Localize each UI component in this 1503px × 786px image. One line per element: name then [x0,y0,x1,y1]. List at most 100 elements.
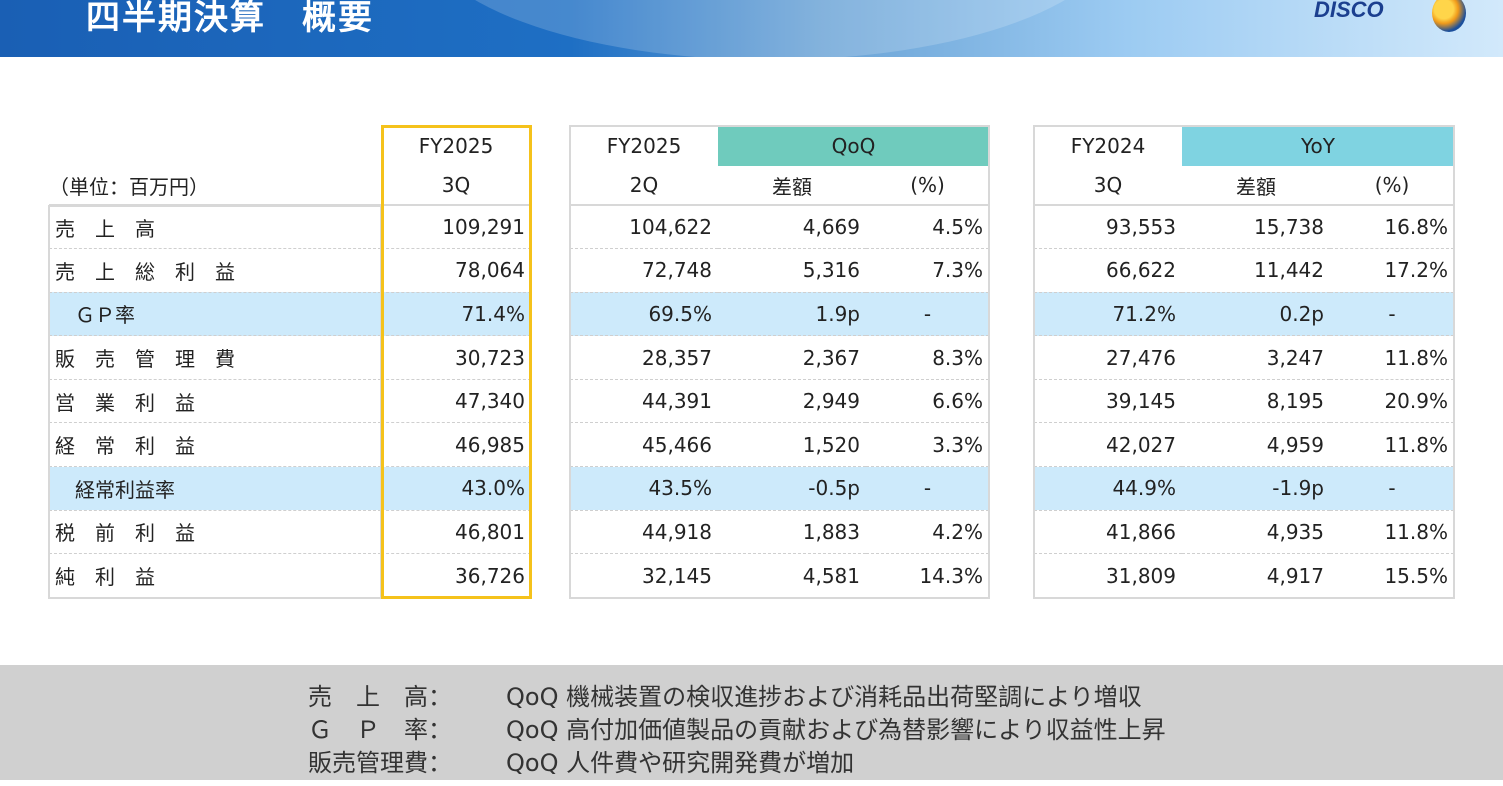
cell-yd: 4,917 [1182,553,1330,598]
cell-qd: 1.9p [718,292,866,337]
cell-py: 39,145 [1034,379,1182,424]
cell-py: 31,809 [1034,553,1182,598]
table-row: 41,866 4,935 11.8% [1034,510,1454,555]
t2-border [569,125,990,599]
note-line: 売 上 高： QoQ 機械装置の検収進捗および消耗品出荷堅調により増収 [308,677,1142,712]
table-row: 32,145 4,581 14.3% [570,553,989,598]
t1-border [48,205,382,599]
t3-head-year: FY2024 [1070,134,1146,158]
cell-yd: 8,195 [1182,379,1330,424]
cell-qd: 2,949 [718,379,866,424]
cell-q2: 44,391 [570,379,718,424]
page-title: 四半期決算 概要 [86,0,374,38]
qoq-table: FY2025 QoQ 2Q 差額 (%) 104,622 4,669 4.5% 72,748… [570,126,989,598]
cell-qp: 4.2% [866,510,989,555]
table-row: 44,391 2,949 6.6% [570,379,989,424]
cell-yp: 11.8% [1330,510,1454,555]
cell-q2: 104,622 [570,205,718,250]
cell-yd: 4,959 [1182,422,1330,468]
cell-py: 41,866 [1034,510,1182,555]
cell-qd: 4,581 [718,553,866,598]
table-row: 72,748 5,316 7.3% [570,248,989,293]
cell-qp: - [866,466,989,511]
cell-yp: 17.2% [1330,248,1454,293]
cell-yp: - [1330,466,1454,511]
cell-yp: - [1330,292,1454,337]
cell-label: 純 利 益 [49,553,381,598]
t2-head-year: FY2025 [606,134,682,158]
yoy-diff-header: 差額 [1182,166,1330,206]
cell-qd: 2,367 [718,335,866,380]
qoq-pct-header: (%) [866,166,989,206]
table-row: ＧＰ率 71.4% [49,292,531,337]
cell-cur: 30,723 [381,335,531,380]
cell-label: 経常利益率 [49,466,381,511]
cell-py: 42,027 [1034,422,1182,468]
table-row: 44.9% -1.9p - [1034,466,1454,511]
cell-q2: 43.5% [570,466,718,511]
note-text: QoQ 機械装置の検収進捗および消耗品出荷堅調により増収 [506,683,1142,711]
cell-qd: -0.5p [718,466,866,511]
cell-qp: 7.3% [866,248,989,293]
cell-qp: 4.5% [866,205,989,250]
cell-qp: 3.3% [866,422,989,468]
unit-label: （単位：百万円） [49,166,381,206]
cell-cur: 47,340 [381,379,531,424]
cell-q2: 72,748 [570,248,718,293]
cell-q2: 69.5% [570,292,718,337]
cell-yd: 3,247 [1182,335,1330,380]
banner-wave [420,0,1120,57]
cell-qd: 4,669 [718,205,866,250]
table-row: 45,466 1,520 3.3% [570,422,989,468]
cell-q2: 32,145 [570,553,718,598]
cell-yp: 11.8% [1330,422,1454,468]
cell-py: 44.9% [1034,466,1182,511]
cell-cur: 78,064 [381,248,531,293]
cell-label: 売 上 高 [49,205,381,250]
table-row: 税 前 利 益 46,801 [49,510,531,555]
table-row: 44,918 1,883 4.2% [570,510,989,555]
cell-cur: 43.0% [381,466,531,511]
cell-yd: 11,442 [1182,248,1330,293]
table-row: 39,145 8,195 20.9% [1034,379,1454,424]
table-row: 42,027 4,959 11.8% [1034,422,1454,468]
table-row: 27,476 3,247 11.8% [1034,335,1454,380]
cell-label: 販 売 管 理 費 [49,335,381,380]
cell-yd: 15,738 [1182,205,1330,250]
cell-qp: - [866,292,989,337]
table-row: 販 売 管 理 費 30,723 [49,335,531,380]
cell-qp: 14.3% [866,553,989,598]
header-banner: 四半期決算 概要 DISCO [0,0,1503,57]
table-row: 69.5% 1.9p - [570,292,989,337]
note-key: Ｇ Ｐ 率： [308,716,452,744]
cell-qp: 8.3% [866,335,989,380]
cell-qd: 1,520 [718,422,866,468]
t3-head-quarter: 3Q [1034,166,1182,206]
table-row: 経 常 利 益 46,985 [49,422,531,468]
qoq-header: QoQ [718,126,989,166]
note-key: 売 上 高： [308,683,452,711]
cell-yd: -1.9p [1182,466,1330,511]
note-text: QoQ 人件費や研究開発費が増加 [506,749,855,777]
cell-cur: 71.4% [381,292,531,337]
table-row: 売 上 高 109,291 [49,205,531,250]
disco-logo: DISCO [1314,0,1384,22]
cell-py: 71.2% [1034,292,1182,337]
cell-py: 66,622 [1034,248,1182,293]
cell-label: ＧＰ率 [49,292,381,337]
cell-cur: 109,291 [381,205,531,250]
note-text: QoQ 高付加価値製品の貢献および為替影響により収益性上昇 [506,716,1166,744]
cell-yd: 0.2p [1182,292,1330,337]
cell-yp: 20.9% [1330,379,1454,424]
cell-label: 営 業 利 益 [49,379,381,424]
table-row: 71.2% 0.2p - [1034,292,1454,337]
table-row: 経常利益率 43.0% [49,466,531,511]
table-row: 66,622 11,442 17.2% [1034,248,1454,293]
cell-cur: 46,801 [381,510,531,555]
table-row: 営 業 利 益 47,340 [49,379,531,424]
cell-cur: 46,985 [381,422,531,468]
qoq-diff-header: 差額 [718,166,866,206]
t1-head-year: FY2025 [418,134,494,158]
t1-head-quarter: 3Q [381,166,531,206]
